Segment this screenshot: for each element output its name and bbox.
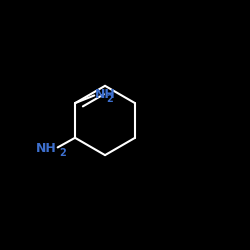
Text: 2: 2	[59, 148, 66, 158]
Text: NH: NH	[36, 142, 57, 155]
Text: NH: NH	[95, 88, 116, 101]
Text: 2: 2	[106, 94, 112, 104]
